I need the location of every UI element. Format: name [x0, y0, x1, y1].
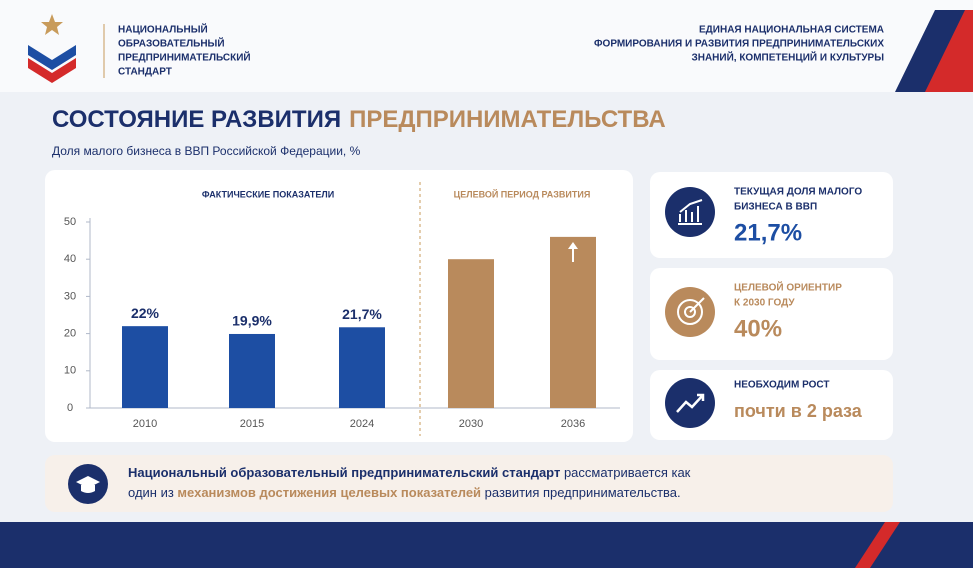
header: НАЦИОНАЛЬНЫЙОБРАЗОВАТЕЛЬНЫЙПРЕДПРИНИМАТЕ… — [118, 23, 884, 78]
card-label: БИЗНЕСА В ВВП — [734, 202, 817, 213]
page-title: СОСТОЯНИЕ РАЗВИТИЯ ПРЕДПРИНИМАТЕЛЬСТВА — [52, 106, 666, 133]
bar — [448, 259, 494, 408]
arrow-icon — [568, 242, 578, 262]
bar — [339, 327, 385, 408]
note-segment: развития предпринимательства. — [481, 485, 681, 500]
card-label: К 2030 ГОДУ — [734, 298, 795, 309]
cards: ТЕКУЩАЯ ДОЛЯ МАЛОГО БИЗНЕСА В ВВП 21,7% ЦЕЛ… — [734, 187, 863, 421]
x-tick-label: 2010 — [133, 418, 157, 430]
system-name: ЗНАНИЙ, КОМПЕТЕНЦИЙ И КУЛЬТУРЫ — [691, 51, 884, 64]
note-line: Национальный образовательный предпринима… — [128, 465, 691, 480]
note-box — [45, 455, 893, 512]
footer-band — [0, 522, 973, 568]
note: Национальный образовательный предпринима… — [128, 465, 691, 500]
note-segment: Национальный образовательный предпринима… — [128, 465, 560, 480]
section-label: ЦЕЛЕВОЙ ПЕРИОД РАЗВИТИЯ — [454, 188, 591, 199]
card — [650, 370, 893, 440]
card-value: почти в 2 раза — [734, 401, 863, 421]
system-name: ФОРМИРОВАНИЯ И РАЗВИТИЯ ПРЕДПРИНИМАТЕЛЬС… — [594, 39, 884, 50]
system-name: ЕДИНАЯ НАЦИОНАЛЬНАЯ СИСТЕМА — [699, 25, 884, 36]
card-label: ТЕКУЩАЯ ДОЛЯ МАЛОГО — [734, 187, 862, 198]
card-value: 40% — [734, 315, 782, 342]
card-label: НЕОБХОДИМ РОСТ — [734, 380, 829, 391]
note-line: один из механизмов достижения целевых по… — [128, 485, 681, 500]
logo — [28, 14, 76, 83]
card — [650, 268, 893, 360]
section-label: ФАКТИЧЕСКИЕ ПОКАЗАТЕЛИ — [202, 189, 334, 199]
x-tick-label: 2036 — [561, 418, 585, 430]
header-band — [0, 0, 973, 92]
card-value: 21,7% — [734, 219, 802, 246]
value-label: 21,7% — [342, 306, 382, 322]
card-label: ЦЕЛЕВОЙ ОРИЕНТИР — [734, 281, 842, 294]
title-main: СОСТОЯНИЕ РАЗВИТИЯ — [52, 106, 341, 133]
y-tick-label: 40 — [64, 253, 76, 265]
bar — [550, 236, 596, 408]
note-segment: один из — [128, 485, 177, 500]
chart: ФАКТИЧЕСКИЕ ПОКАЗАТЕЛИ ЦЕЛЕВОЙ ПЕРИОД РАЗ… — [64, 188, 620, 430]
title-accent: ПРЕДПРИНИМАТЕЛЬСТВА — [349, 106, 666, 133]
value-label: 22% — [131, 305, 160, 321]
x-tick-label: 2030 — [459, 418, 483, 430]
x-tick-label: 2015 — [240, 418, 264, 430]
y-tick-label: 20 — [64, 328, 76, 340]
org-name: ОБРАЗОВАТЕЛЬНЫЙ — [118, 37, 225, 50]
org-name: НАЦИОНАЛЬНЫЙ — [118, 23, 208, 36]
note-icon — [68, 464, 108, 504]
y-tick-label: 0 — [67, 402, 73, 414]
note-segment: рассматривается как — [560, 465, 690, 480]
chart-subtitle: Доля малого бизнеса в ВВП Российской Фед… — [52, 144, 361, 158]
stripe — [855, 522, 900, 568]
note-segment: механизмов достижения целевых показателе… — [177, 485, 481, 500]
card-icons — [665, 187, 715, 428]
card — [650, 172, 893, 258]
stripe — [925, 10, 973, 92]
y-tick-label: 10 — [64, 365, 76, 377]
org-name: ПРЕДПРИНИМАТЕЛЬСКИЙ — [118, 51, 251, 64]
bar — [229, 333, 275, 408]
org-name: СТАНДАРТ — [118, 67, 172, 78]
y-tick-label: 50 — [64, 216, 76, 228]
x-tick-label: 2024 — [350, 418, 374, 430]
value-label: 40% — [457, 238, 486, 254]
bar — [122, 326, 168, 408]
value-label: 19,9% — [232, 313, 272, 329]
y-tick-label: 30 — [64, 290, 76, 302]
